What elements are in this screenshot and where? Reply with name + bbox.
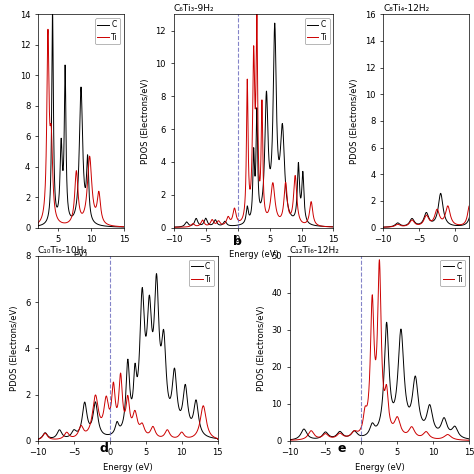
C [365, 430, 370, 436]
Line: C: C [38, 12, 124, 227]
Y-axis label: PDOS (Electrons/eV): PDOS (Electrons/eV) [141, 78, 150, 164]
C [287, 437, 292, 443]
Ti [347, 432, 353, 438]
Ti [45, 27, 51, 32]
C [331, 224, 337, 229]
Ti [92, 204, 98, 210]
Ti [100, 216, 106, 221]
X-axis label: Energy (eV): Energy (eV) [229, 250, 278, 259]
Ti [121, 224, 127, 229]
Ti [331, 224, 337, 230]
C [121, 224, 127, 230]
C [171, 225, 176, 230]
Ti [192, 222, 198, 228]
C [129, 394, 135, 400]
Ti [258, 143, 264, 149]
C [35, 437, 41, 442]
Ti [113, 402, 118, 408]
Ti [254, 8, 260, 14]
Line: Ti: Ti [38, 373, 218, 440]
Ti [317, 434, 323, 440]
C [92, 220, 98, 226]
C [100, 223, 106, 228]
C [198, 222, 203, 228]
C [255, 149, 261, 155]
Legend: C, Ti: C, Ti [305, 18, 329, 45]
Text: C₁₀Ti₅-10H₂: C₁₀Ti₅-10H₂ [38, 246, 88, 255]
Line: Ti: Ti [38, 29, 124, 227]
Line: C: C [173, 23, 334, 228]
C [381, 371, 387, 377]
C [240, 220, 246, 226]
Ti [59, 435, 64, 440]
Text: e: e [337, 442, 346, 455]
Legend: C, Ti: C, Ti [189, 260, 214, 286]
Text: d: d [100, 442, 109, 455]
Text: C₆Ti₃-9H₂: C₆Ti₃-9H₂ [173, 4, 214, 13]
C [50, 9, 55, 15]
C [192, 218, 198, 224]
C [57, 164, 63, 170]
C [59, 430, 64, 436]
C [215, 437, 220, 442]
Y-axis label: PDOS (Electrons/eV): PDOS (Electrons/eV) [350, 78, 359, 164]
Line: C: C [290, 322, 469, 440]
C [347, 432, 353, 438]
Ti [86, 160, 91, 165]
Line: C: C [38, 273, 218, 439]
Text: C₁₂Ti₆-12H₂: C₁₂Ti₆-12H₂ [290, 246, 339, 255]
Y-axis label: PDOS (Electrons/eV): PDOS (Electrons/eV) [10, 306, 19, 391]
Ti [35, 437, 41, 443]
Ti [381, 387, 387, 393]
C [133, 368, 139, 374]
X-axis label: eV): eV) [74, 250, 88, 259]
Text: b: b [233, 235, 241, 247]
Ti [365, 401, 370, 407]
Ti [74, 172, 80, 178]
C [86, 181, 91, 186]
Text: C₈Ti₄-12H₂: C₈Ti₄-12H₂ [383, 4, 429, 13]
Ti [215, 437, 220, 442]
C [154, 271, 159, 276]
Legend: C, Ti: C, Ti [440, 260, 465, 286]
Ti [35, 222, 41, 228]
Line: Ti: Ti [290, 260, 469, 440]
C [317, 435, 323, 440]
Ti [133, 411, 139, 417]
C [65, 433, 71, 439]
Ti [130, 414, 136, 420]
C [310, 435, 316, 441]
Ti [50, 183, 56, 189]
Ti [385, 395, 391, 401]
C [96, 418, 101, 424]
Ti [240, 213, 246, 219]
Ti [376, 257, 382, 263]
C [466, 437, 472, 442]
Ti [96, 407, 101, 413]
Ti [225, 214, 230, 220]
Ti [171, 225, 176, 230]
C [113, 422, 118, 428]
C [384, 319, 390, 325]
Legend: C, Ti: C, Ti [95, 18, 120, 45]
Ti [466, 438, 472, 443]
X-axis label: Energy (eV): Energy (eV) [355, 463, 404, 472]
Ti [287, 438, 292, 443]
Line: Ti: Ti [173, 11, 334, 228]
C [385, 337, 391, 342]
Ti [255, 105, 261, 111]
Y-axis label: PDOS (Electrons/eV): PDOS (Electrons/eV) [257, 306, 266, 391]
X-axis label: Energy (eV): Energy (eV) [103, 463, 153, 472]
C [258, 200, 264, 205]
C [225, 222, 230, 228]
Ti [65, 431, 71, 437]
Ti [310, 430, 316, 436]
Ti [118, 370, 123, 376]
C [272, 20, 278, 26]
Ti [198, 220, 203, 226]
C [74, 195, 80, 201]
C [50, 83, 56, 89]
Ti [57, 219, 63, 224]
C [35, 224, 41, 229]
